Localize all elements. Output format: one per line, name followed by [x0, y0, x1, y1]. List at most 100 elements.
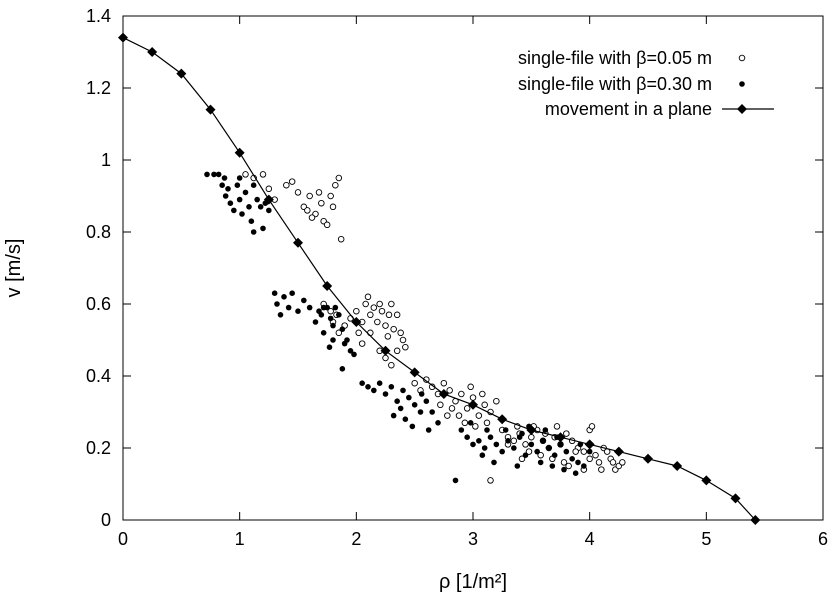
y-tick-label-4: 0.8 [86, 222, 111, 242]
point-open [335, 174, 343, 182]
point-filled [306, 304, 313, 311]
point-open [364, 293, 372, 301]
point-open [560, 459, 568, 466]
point-open [382, 354, 389, 362]
point-filled [339, 326, 346, 333]
point-open [362, 300, 369, 308]
point-open [461, 419, 469, 427]
point-open [318, 199, 325, 207]
point-filled [312, 319, 319, 325]
point-filled [390, 412, 397, 419]
point-filled [551, 452, 558, 459]
axis-ticks: 0 1 2 3 4 5 6 0 0.2 0.4 0.6 0.8 1 1.2 1.4 [86, 6, 828, 549]
y-tick-label-5: 1 [101, 150, 111, 170]
point-diamond [147, 47, 158, 57]
point-open [367, 329, 374, 337]
point-open [353, 307, 360, 315]
point-filled [250, 229, 257, 235]
point-open [586, 455, 593, 463]
point-filled [458, 427, 465, 433]
y-axis-label: v [m/s] [3, 239, 25, 298]
point-diamond [263, 194, 274, 205]
point-open [475, 412, 483, 419]
point-open [411, 379, 418, 387]
point-diamond [351, 317, 362, 327]
point-filled [236, 196, 243, 203]
point-open [335, 329, 343, 337]
point-open [563, 430, 570, 437]
point-filled [236, 175, 243, 181]
point-filled [409, 423, 416, 430]
x-axis-label: ρ [1/m²] [439, 571, 507, 593]
point-open [598, 466, 605, 473]
point-filled [540, 438, 546, 444]
x-tick-label-6: 6 [818, 529, 828, 549]
point-filled [479, 452, 486, 459]
point-filled [316, 308, 322, 315]
series-1 [204, 171, 593, 484]
point-filled [511, 445, 517, 451]
point-filled [481, 445, 488, 451]
point-filled [484, 427, 490, 433]
point-open [358, 340, 366, 347]
point-filled [221, 175, 228, 181]
point-filled [326, 344, 333, 351]
point-filled [586, 448, 593, 455]
point-open [288, 178, 296, 185]
point-filled [418, 391, 425, 397]
point-filled [470, 441, 476, 448]
point-open [327, 192, 334, 200]
y-tick-label-3: 0.6 [86, 294, 111, 314]
point-filled [435, 420, 441, 426]
point-filled [499, 448, 505, 455]
point-filled [402, 416, 409, 423]
point-filled [225, 186, 231, 192]
point-filled [274, 301, 280, 307]
point-filled [549, 463, 556, 469]
point-filled [371, 387, 377, 394]
point-filled [423, 398, 430, 405]
point-filled [330, 337, 336, 343]
point-open [525, 448, 533, 455]
point-filled [406, 394, 412, 401]
x-tick-label-5: 5 [701, 529, 711, 549]
point-diamond [730, 493, 741, 504]
point-diamond [750, 515, 761, 525]
legend-label-2: movement in a plane [545, 99, 712, 119]
y-tick-label-0: 0 [101, 510, 111, 530]
point-open [472, 423, 479, 430]
point-open [479, 390, 486, 398]
series-2 [118, 32, 761, 525]
point-open [518, 455, 526, 463]
point-open [385, 311, 393, 319]
point-open [446, 387, 453, 394]
point-open [337, 235, 345, 243]
point-open [315, 189, 323, 196]
point-open [378, 307, 386, 315]
point-diamond [234, 147, 245, 158]
point-filled [382, 391, 389, 397]
point-filled [522, 452, 529, 459]
point-diamond [672, 461, 683, 471]
point-open [294, 189, 302, 196]
point-filled [546, 445, 552, 451]
point-filled [519, 430, 525, 437]
point-diamond [497, 414, 508, 425]
point-open [537, 451, 544, 459]
point-filled [537, 459, 544, 466]
point-diamond [468, 399, 478, 410]
point-diamond [526, 425, 537, 435]
point-filled [528, 441, 535, 448]
point-open [332, 181, 339, 189]
point-filled [464, 434, 470, 441]
point-filled [581, 463, 587, 469]
point-filled [563, 448, 570, 455]
point-open [265, 185, 273, 193]
point-filled [327, 315, 334, 322]
point-open [399, 336, 407, 344]
point-filled [295, 308, 301, 315]
point-filled [215, 171, 222, 178]
point-open [370, 304, 378, 311]
point-diamond [438, 389, 449, 399]
point-filled [561, 466, 567, 473]
